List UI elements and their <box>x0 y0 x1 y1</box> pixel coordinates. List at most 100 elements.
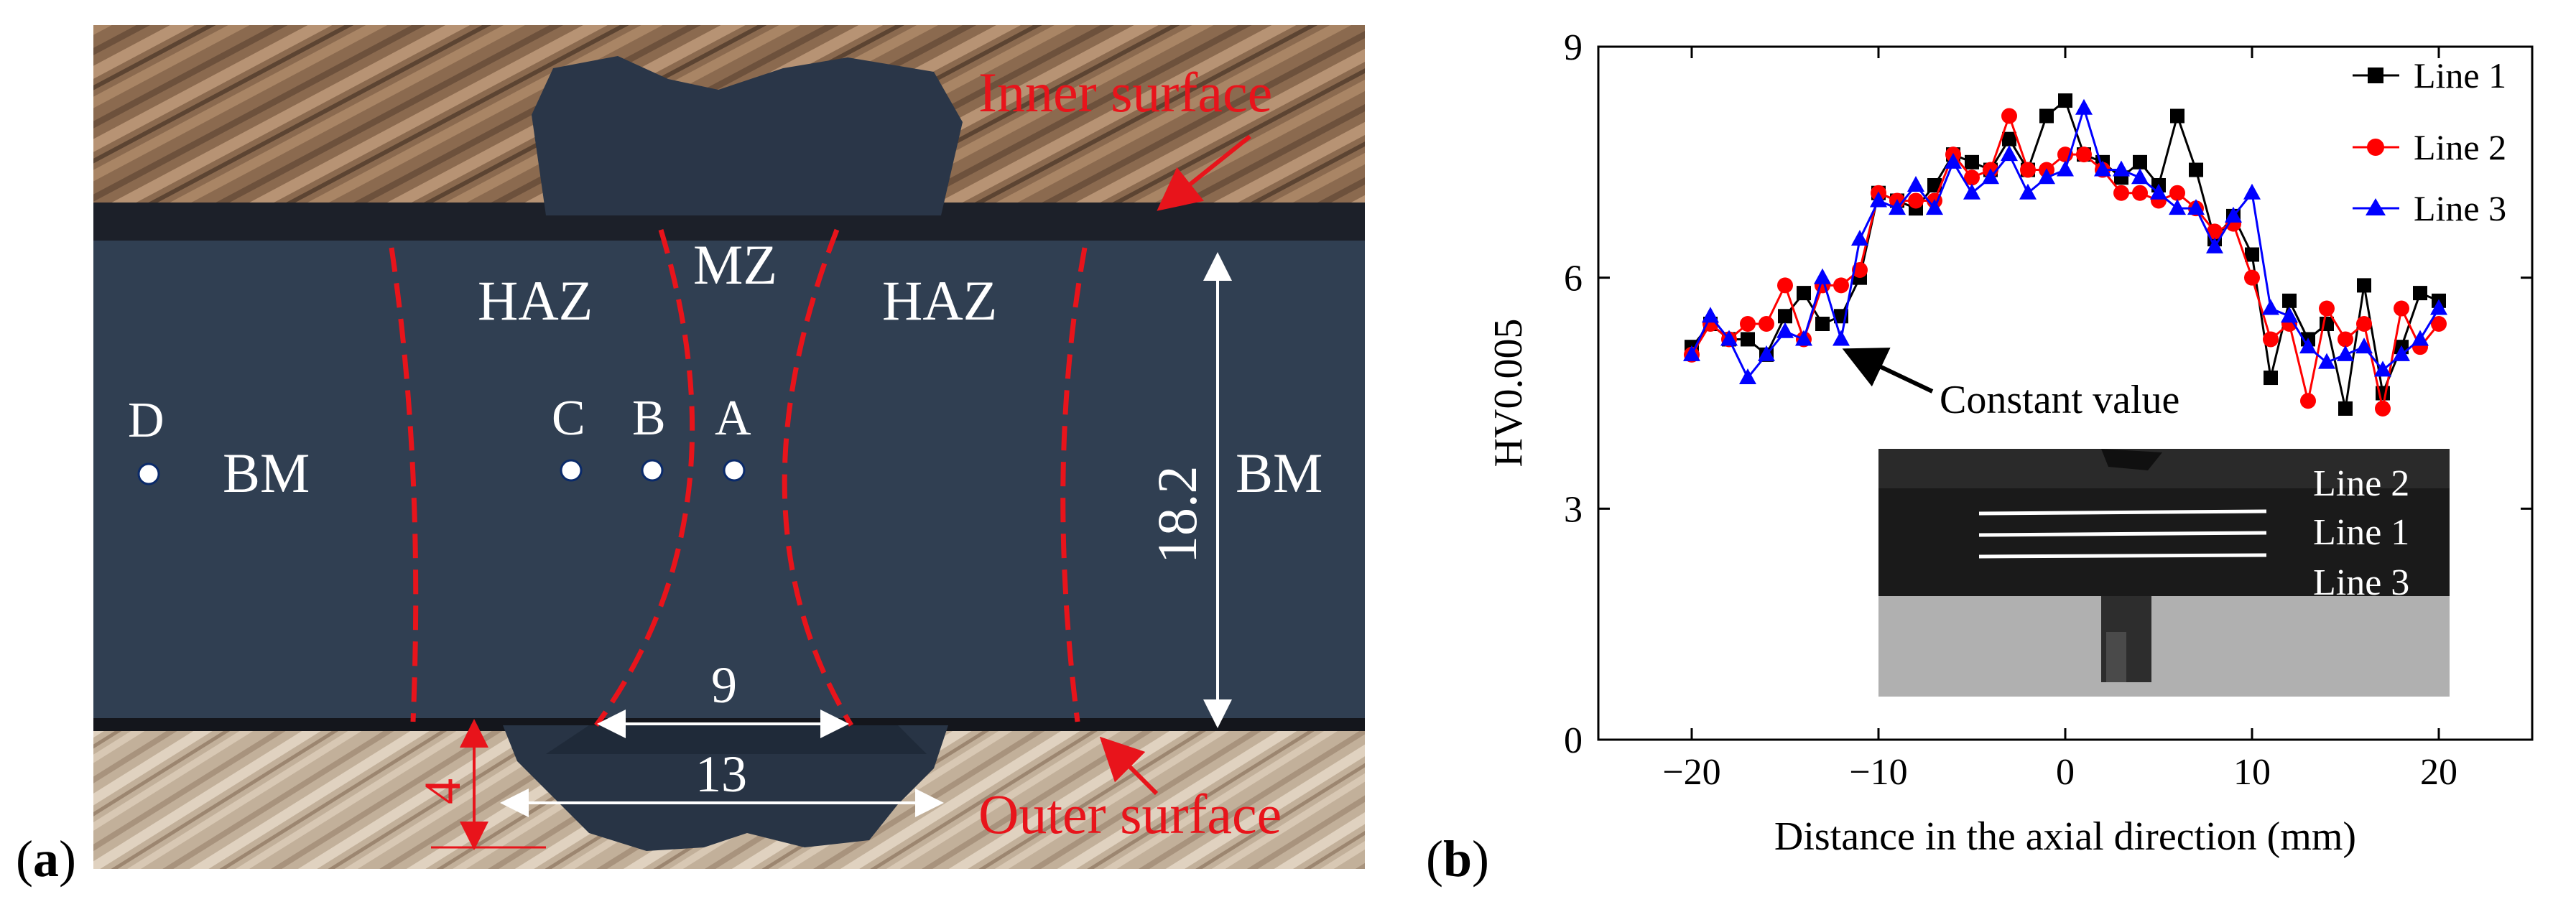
series-3-point <box>1851 230 1868 246</box>
series-3-point <box>1720 330 1738 346</box>
series-3-point <box>2169 199 2186 215</box>
point-c-dot <box>560 459 583 482</box>
series-2-point <box>2319 300 2335 317</box>
series-1-point <box>2413 286 2427 301</box>
legend-line-1-label: Line 1 <box>2414 55 2506 96</box>
measurement-points: D C B A <box>128 391 751 485</box>
series-1-point <box>1778 309 1792 324</box>
series-2-point <box>1964 169 1980 186</box>
series-1-point <box>2039 108 2054 124</box>
series-2 <box>1684 108 2447 417</box>
fusion-line-left <box>594 228 695 727</box>
series-3 <box>1683 98 2447 385</box>
label-mz: MZ <box>693 233 777 296</box>
series-3-point <box>2131 168 2149 185</box>
inset-line-2 <box>1978 509 2267 516</box>
zone-boundaries <box>389 228 1088 727</box>
point-b-label: B <box>632 391 666 446</box>
series-3-point <box>1795 330 1812 346</box>
series-3-point <box>1889 199 1906 215</box>
legend-line-2-marker <box>2367 139 2384 156</box>
series-3-point <box>2243 183 2261 200</box>
x-tick-label: 0 <box>2056 752 2075 793</box>
thickness-value: 18.2 <box>1146 466 1208 564</box>
series-3-point <box>2299 338 2317 354</box>
series-1-point <box>1741 332 1755 347</box>
point-a-dot <box>723 459 746 482</box>
series-2-point <box>1759 316 1774 332</box>
legend: Line 1 Line 2 Line 3 <box>2353 55 2506 228</box>
series-1-point <box>2002 131 2016 146</box>
y-tick-label: 0 <box>1564 720 1583 761</box>
x-tick-label: 20 <box>2420 752 2457 793</box>
inset-line-1 <box>1978 531 2267 537</box>
series-3-point <box>2374 361 2391 377</box>
inset-label-line-2: Line 2 <box>2313 463 2409 504</box>
haz-boundary-left <box>389 247 419 722</box>
series-2-point <box>2207 223 2223 240</box>
point-a-label: A <box>715 391 751 446</box>
series-3-point <box>2075 98 2093 115</box>
series-3-point <box>2206 237 2223 254</box>
series-3-point <box>2187 199 2205 215</box>
series-2-point <box>2431 316 2447 332</box>
constant-value-label: Constant value <box>1940 378 2179 422</box>
series-3-point <box>2038 168 2055 185</box>
inset-photo: Line 2 Line 1 Line 3 <box>1878 449 2450 697</box>
series-1-point <box>2338 401 2353 416</box>
y-axis-title: HV0.005 <box>1486 319 1531 468</box>
series-2-point <box>2244 269 2260 286</box>
series-3-point <box>1739 368 1756 385</box>
point-c-label: C <box>552 391 585 446</box>
point-d-label: D <box>128 393 165 448</box>
inset-line-3 <box>1978 553 2267 559</box>
series-1-point <box>1815 317 1830 331</box>
series-3-point <box>1945 152 1962 169</box>
constant-value-arrow <box>1842 348 1934 394</box>
series-3-point <box>2094 160 2111 177</box>
series-1-point <box>2133 154 2147 169</box>
series-2-point <box>2375 400 2391 417</box>
series-2-point <box>1908 192 1924 209</box>
inner-width-value: 9 <box>711 656 737 714</box>
y-tick-label: 9 <box>1564 27 1583 68</box>
series-2-point <box>1833 277 1849 294</box>
series-1-point <box>1965 154 1979 169</box>
series-2-point <box>1777 277 1793 294</box>
outer-surface-arrow <box>1099 736 1159 796</box>
series-3-point <box>1982 168 1999 185</box>
series-2-point <box>2169 185 2185 201</box>
inner-surface-label: Inner surface <box>978 61 1272 124</box>
series-3-point <box>2393 345 2410 361</box>
legend-line-3-marker <box>2366 198 2386 215</box>
series-1-point <box>2170 108 2184 124</box>
series-3-point <box>2001 145 2018 162</box>
y-tick-label: 6 <box>1564 259 1583 299</box>
series-3-point <box>2150 183 2167 200</box>
hardness-chart: −20 −10 0 10 20 0 3 6 9 Distance in the axial di… <box>1486 27 2534 859</box>
haz-boundary-right <box>1060 247 1088 722</box>
x-axis-title: Distance in the axial direction (mm) <box>1774 814 2356 859</box>
x-tick-label: −10 <box>1849 752 1907 793</box>
series-3-point <box>2337 345 2354 361</box>
series-2-point <box>2076 146 2092 163</box>
series-3-point <box>2113 160 2130 177</box>
inner-surface-arrow <box>1157 134 1251 211</box>
outer-width-value: 13 <box>695 745 747 803</box>
series-3-point <box>1833 330 1850 346</box>
series-2-point <box>2001 108 2017 124</box>
series-3-point <box>1758 345 1775 361</box>
series-2-point <box>2132 185 2148 201</box>
series-3-point <box>1683 345 1700 361</box>
label-bm-left: BM <box>223 442 310 504</box>
panel-b-label: (b) <box>1426 830 1489 888</box>
series-2-point <box>2394 300 2409 317</box>
series-2-point <box>2020 162 2036 178</box>
series-3-point <box>2318 353 2335 369</box>
series-3-point <box>2430 299 2447 315</box>
label-bm-right: BM <box>1236 442 1322 504</box>
series-3-point <box>2019 183 2037 200</box>
point-b-dot <box>641 459 664 482</box>
series-3-point <box>1926 199 1943 215</box>
